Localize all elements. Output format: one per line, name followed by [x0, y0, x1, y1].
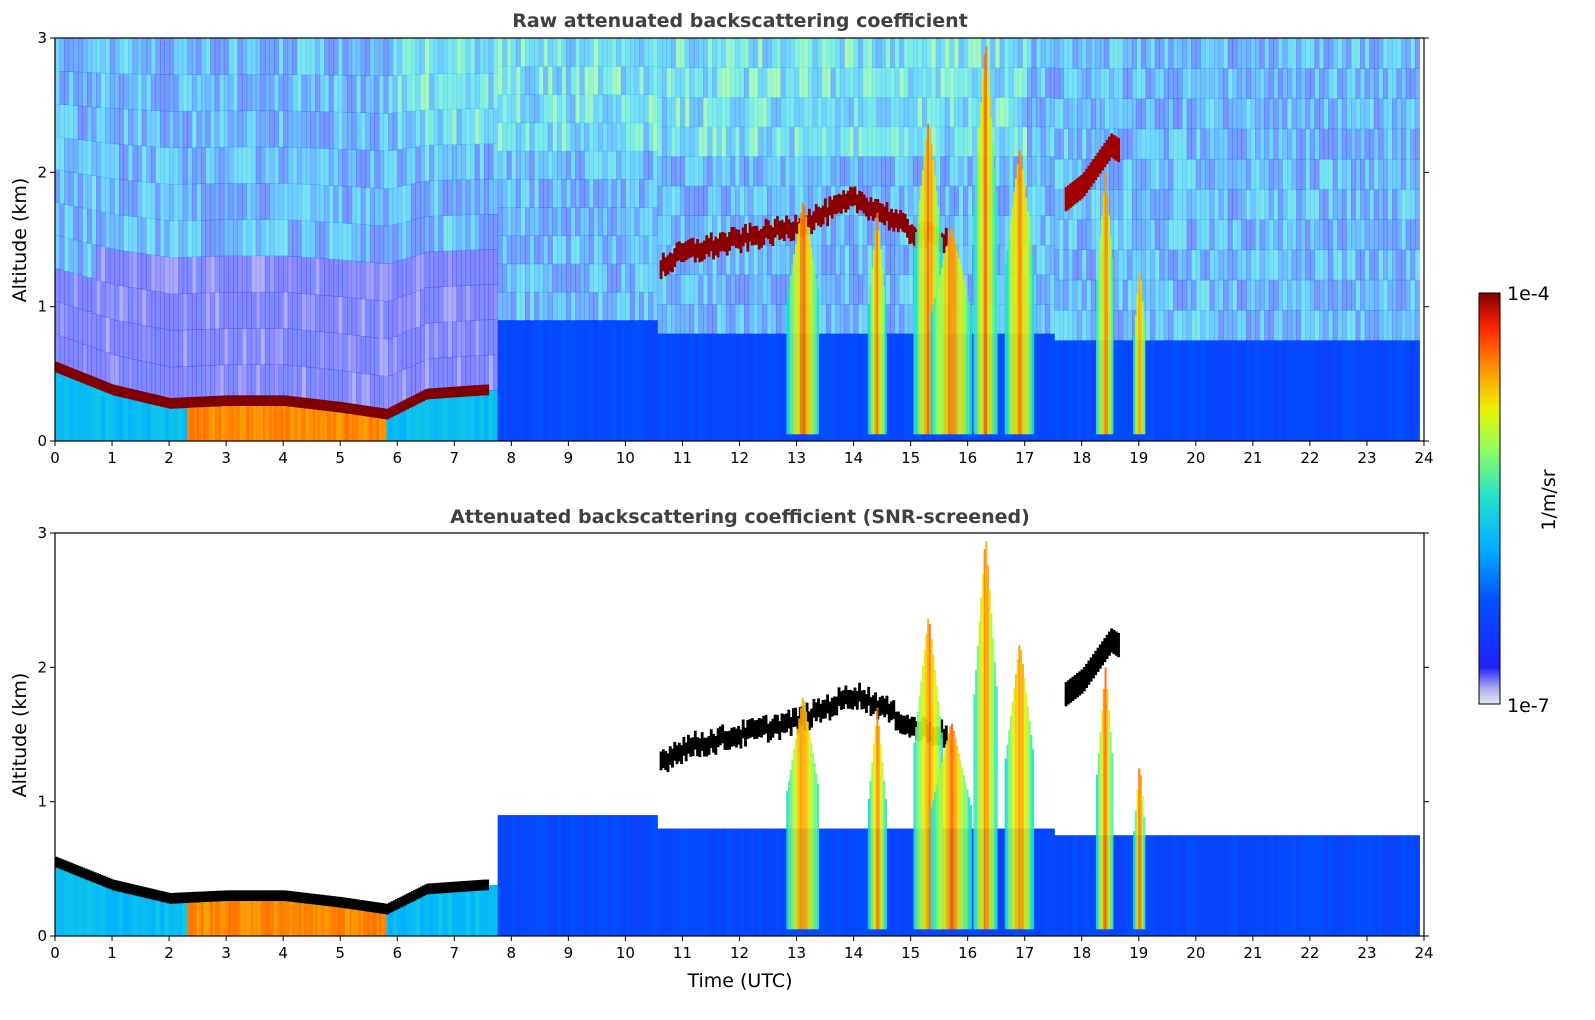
panel-screened-title: Attenuated backscattering coefficient (S… [450, 506, 1030, 528]
x-tick-label: 14 [844, 449, 863, 467]
x-tick-label: 8 [507, 944, 517, 962]
x-tick-label: 0 [50, 944, 60, 962]
x-tick-label: 12 [730, 944, 749, 962]
colorbar-gradient [1478, 292, 1501, 705]
panel-screened-plot [55, 541, 1420, 936]
x-tick-label: 4 [278, 944, 288, 962]
x-tick-label: 9 [564, 449, 574, 467]
plumes [786, 46, 1146, 435]
y-tick-label: 1 [37, 298, 47, 316]
x-tick-label: 13 [787, 449, 806, 467]
x-tick-label: 15 [901, 449, 920, 467]
panel-screened-xlabel: Time (UTC) [686, 970, 792, 992]
y-tick-label: 1 [37, 793, 47, 811]
colorbar-unit-label: 1/m/sr [1538, 469, 1560, 530]
colorbar-min-label: 1e-7 [1507, 695, 1550, 717]
panel-screened-ylabel: Altitude (km) [9, 673, 31, 798]
x-tick-label: 7 [450, 944, 460, 962]
x-tick-label: 11 [673, 944, 692, 962]
x-tick-label: 10 [616, 944, 635, 962]
x-tick-label: 22 [1300, 944, 1319, 962]
panel-screened: Attenuated backscattering coefficient (S… [9, 506, 1434, 992]
x-tick-label: 11 [673, 449, 692, 467]
x-tick-label: 1 [107, 449, 117, 467]
x-tick-label: 4 [278, 449, 288, 467]
x-tick-label: 5 [335, 449, 345, 467]
x-tick-label: 21 [1243, 944, 1262, 962]
x-tick-label: 6 [392, 449, 402, 467]
x-tick-label: 3 [221, 449, 231, 467]
boundary-layer [55, 856, 490, 936]
x-tick-label: 19 [1129, 449, 1148, 467]
x-tick-label: 9 [564, 944, 574, 962]
y-tick-label: 2 [37, 658, 47, 676]
x-tick-label: 2 [164, 944, 174, 962]
panel-screened-ticks: 0 1 2 3 4 5 6 7 8 9 10 11 12 13 14 15 16 17 18 19 20 21 22 23 24… [37, 524, 1433, 962]
x-tick-label: 24 [1414, 944, 1433, 962]
cloud-layer [1064, 133, 1120, 212]
x-tick-label: 21 [1243, 449, 1262, 467]
boundary-layer [55, 361, 490, 441]
x-tick-label: 1 [107, 944, 117, 962]
x-tick-label: 10 [616, 449, 635, 467]
x-tick-label: 23 [1357, 449, 1376, 467]
x-tick-label: 13 [787, 944, 806, 962]
x-tick-label: 2 [164, 449, 174, 467]
x-tick-label: 17 [1015, 449, 1034, 467]
y-tick-label: 3 [37, 29, 47, 47]
x-tick-label: 19 [1129, 944, 1148, 962]
x-tick-label: 16 [958, 449, 977, 467]
x-tick-label: 6 [392, 944, 402, 962]
y-tick-label: 3 [37, 524, 47, 542]
plumes [786, 541, 1146, 930]
panel-raw-ticks: 0 1 2 3 4 5 6 7 8 9 10 11 12 13 14 15 16 17 18 19 20 21 22 23 24… [37, 29, 1433, 467]
x-tick-label: 8 [507, 449, 517, 467]
y-tick-label: 0 [37, 432, 47, 450]
x-tick-label: 17 [1015, 944, 1034, 962]
cloud-layer [1064, 628, 1120, 707]
panel-raw-ylabel: Altitude (km) [9, 178, 31, 303]
colorbar: 1e-4 1e-7 1/m/sr [1478, 283, 1560, 717]
x-tick-label: 7 [450, 449, 460, 467]
colorbar-max-label: 1e-4 [1507, 283, 1550, 305]
x-tick-label: 15 [901, 944, 920, 962]
panel-raw-title: Raw attenuated backscattering coefficien… [512, 10, 968, 32]
x-tick-label: 14 [844, 944, 863, 962]
x-tick-label: 22 [1300, 449, 1319, 467]
x-tick-label: 3 [221, 944, 231, 962]
x-tick-label: 20 [1186, 449, 1205, 467]
panel-raw: Raw attenuated backscattering coefficien… [9, 10, 1434, 467]
x-tick-label: 0 [50, 449, 60, 467]
x-tick-label: 24 [1414, 449, 1433, 467]
y-tick-label: 2 [37, 163, 47, 181]
x-tick-label: 20 [1186, 944, 1205, 962]
x-tick-label: 18 [1072, 449, 1091, 467]
panel-raw-plot [55, 38, 1420, 441]
x-tick-label: 18 [1072, 944, 1091, 962]
x-tick-label: 5 [335, 944, 345, 962]
x-tick-label: 23 [1357, 944, 1376, 962]
x-tick-label: 12 [730, 449, 749, 467]
x-tick-label: 16 [958, 944, 977, 962]
y-tick-label: 0 [37, 927, 47, 945]
